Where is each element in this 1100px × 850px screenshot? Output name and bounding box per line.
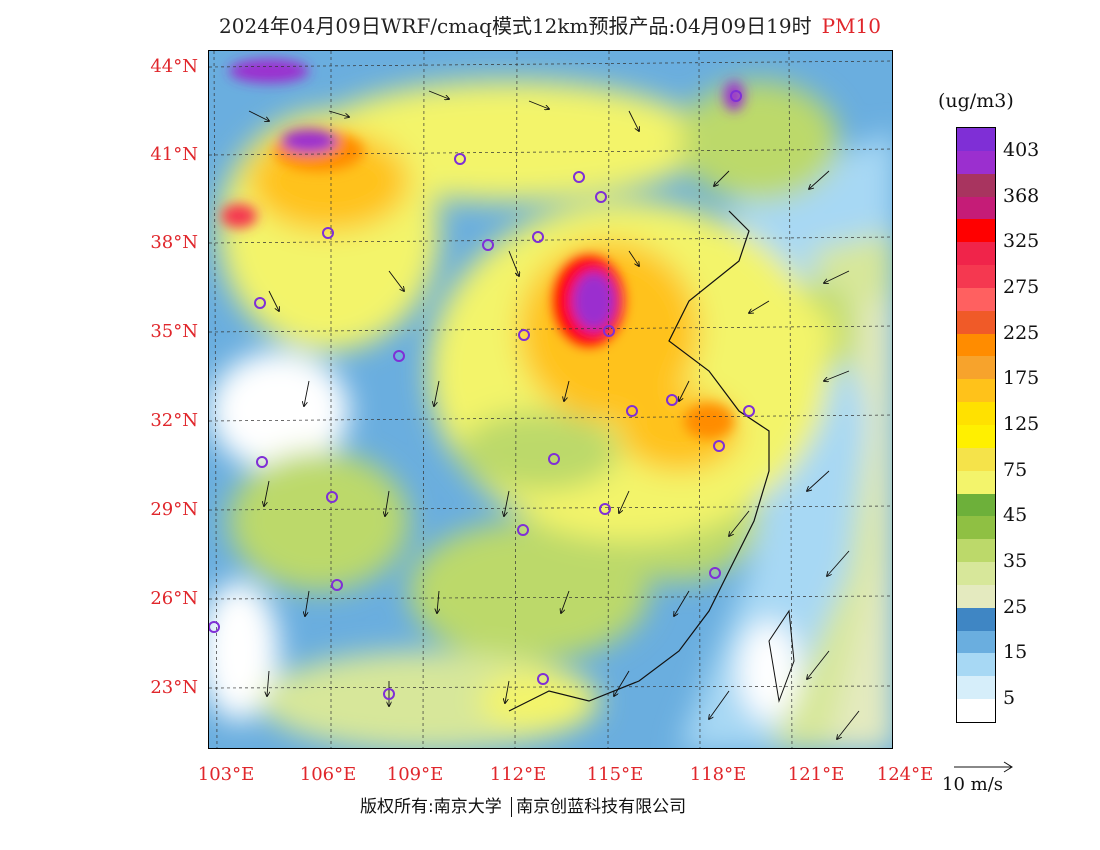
- colorbar-swatch: [957, 493, 995, 517]
- taiwan-outline: [768, 609, 795, 703]
- lat-label-23: 23°N: [150, 677, 198, 698]
- lon-label-121: 121°E: [787, 764, 845, 785]
- colorbar-label: 325: [1003, 230, 1040, 253]
- colorbar-swatch: [957, 699, 995, 722]
- lon-label-118: 118°E: [689, 764, 747, 785]
- colorbar-label: 368: [1003, 184, 1040, 207]
- title-text: 2024年04月09日WRF/cmaq模式12km预报产品:04月09日19时: [219, 14, 812, 38]
- colorbar-label: 125: [1003, 413, 1040, 435]
- colorbar-swatch: [957, 265, 995, 288]
- colorbar-label: 275: [1003, 275, 1040, 298]
- coastline: [508, 210, 770, 712]
- copyright-footer: 版权所有:南京大学 南京创蓝科技有限公司: [360, 792, 690, 817]
- colorbar-swatch: [957, 607, 995, 631]
- colorbar-swatch: [957, 470, 995, 494]
- colorbar-swatch: [957, 128, 995, 151]
- city-markers: [209, 90, 755, 700]
- map-canvas: [209, 51, 892, 748]
- lat-label-38: 38°N: [150, 232, 198, 253]
- colorbar: [956, 127, 996, 723]
- colorbar-label: 175: [1003, 367, 1040, 390]
- colorbar-swatch: [957, 630, 995, 654]
- colorbar-label: 75: [1003, 458, 1028, 481]
- colorbar-swatch: [957, 310, 995, 334]
- colorbar-label: 5: [1003, 687, 1016, 710]
- lat-label-29: 29°N: [150, 499, 198, 520]
- lon-label-106: 106°E: [299, 764, 357, 785]
- lat-label-35: 35°N: [150, 321, 198, 342]
- colorbar-swatch: [957, 173, 995, 197]
- colorbar-label: 225: [1003, 321, 1040, 344]
- pollutant-label: PM10: [821, 14, 881, 38]
- copyright-owner: 版权所有:南京大学: [360, 797, 502, 817]
- colorbar-swatch: [957, 333, 995, 357]
- colorbar-swatch: [957, 402, 995, 425]
- colorbar-swatch: [957, 356, 995, 380]
- colorbar-swatch: [957, 287, 995, 311]
- colorbar-swatch: [957, 219, 995, 243]
- wind-reference-arrow: [954, 761, 1013, 773]
- wind-reference: 10 m/s: [942, 760, 1016, 795]
- colorbar-label: 15: [1003, 641, 1028, 664]
- lat-label-41: 41°N: [150, 144, 198, 165]
- map-title: 2024年04月09日WRF/cmaq模式12km预报产品:04月09日19时 P…: [0, 10, 1100, 39]
- forecast-map: [208, 50, 893, 749]
- colorbar-swatch: [957, 562, 995, 585]
- colorbar-swatch: [957, 539, 995, 563]
- colorbar-swatch: [957, 516, 995, 540]
- wind-reference-label: 10 m/s: [942, 774, 1003, 795]
- lon-label-112: 112°E: [489, 764, 547, 785]
- colorbar-swatch: [957, 196, 995, 220]
- colorbar-swatch: [957, 653, 995, 677]
- wind-vectors: [248, 90, 860, 739]
- colorbar-swatch: [957, 424, 995, 448]
- colorbar-swatch: [957, 676, 995, 700]
- colorbar-swatch: [957, 242, 995, 266]
- lon-label-115: 115°E: [586, 764, 644, 785]
- colorbar-label: 25: [1003, 595, 1028, 618]
- high-concentration: [221, 59, 744, 439]
- lon-label-103: 103°E: [197, 764, 255, 785]
- colorbar-label: 35: [1003, 550, 1028, 573]
- colorbar-swatch: [957, 150, 995, 174]
- colorbar-swatch: [957, 447, 995, 471]
- colorbar-unit: (ug/m3): [938, 90, 1014, 112]
- lat-label-44: 44°N: [150, 56, 198, 77]
- colorbar-swatch: [957, 379, 995, 403]
- lon-label-124: 124°E: [876, 764, 934, 785]
- colorbar-label: 403: [1003, 138, 1040, 161]
- colorbar-label: 45: [1003, 504, 1028, 527]
- colorbar-swatch: [957, 584, 995, 608]
- lon-label-109: 109°E: [386, 764, 444, 785]
- lat-lon-grid: [209, 51, 892, 748]
- copyright-company: 南京创蓝科技有限公司: [511, 797, 687, 817]
- lat-label-32: 32°N: [150, 410, 198, 431]
- lat-label-26: 26°N: [150, 588, 198, 609]
